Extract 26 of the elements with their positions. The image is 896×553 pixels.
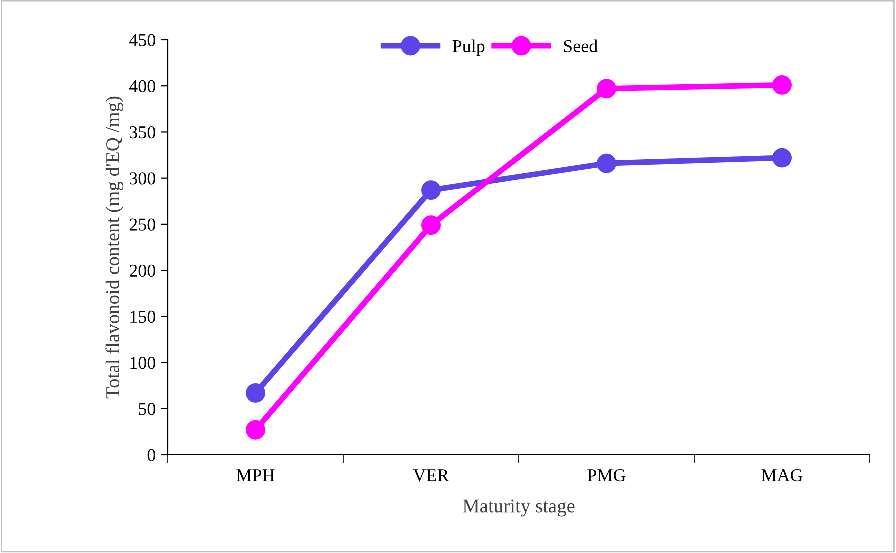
legend-label: Pulp [452,40,485,56]
point [422,216,441,236]
point [246,383,266,403]
y-axis-title: Total flavonoid content (mg d'EQ /mg) [106,96,124,399]
point [772,75,792,95]
x-tick-label: MAG [762,469,803,482]
y-tick-label: 50 [139,403,156,416]
point [772,148,792,168]
y-tick-label: 300 [130,172,156,185]
y-tick-label: 150 [130,310,156,324]
y-tick-label: 400 [129,80,156,93]
point [246,420,266,440]
y-tick-label: 100 [130,357,156,370]
legend-label: Seed [564,40,598,52]
y-tick-label: 0 [148,449,156,462]
point [597,79,616,99]
y-tick-label: 250 [130,218,156,231]
x-axis-title: Maturity stage [463,500,575,517]
point [422,180,441,200]
y-tick-label: 200 [130,264,156,277]
x-tick-label: MPH [236,470,275,482]
y-tick-label: 450 [129,34,156,46]
point [597,154,616,174]
y-tick-label: 350 [130,126,156,139]
x-tick-label: VER [413,470,450,482]
x-tick-label: PMG [588,469,626,482]
